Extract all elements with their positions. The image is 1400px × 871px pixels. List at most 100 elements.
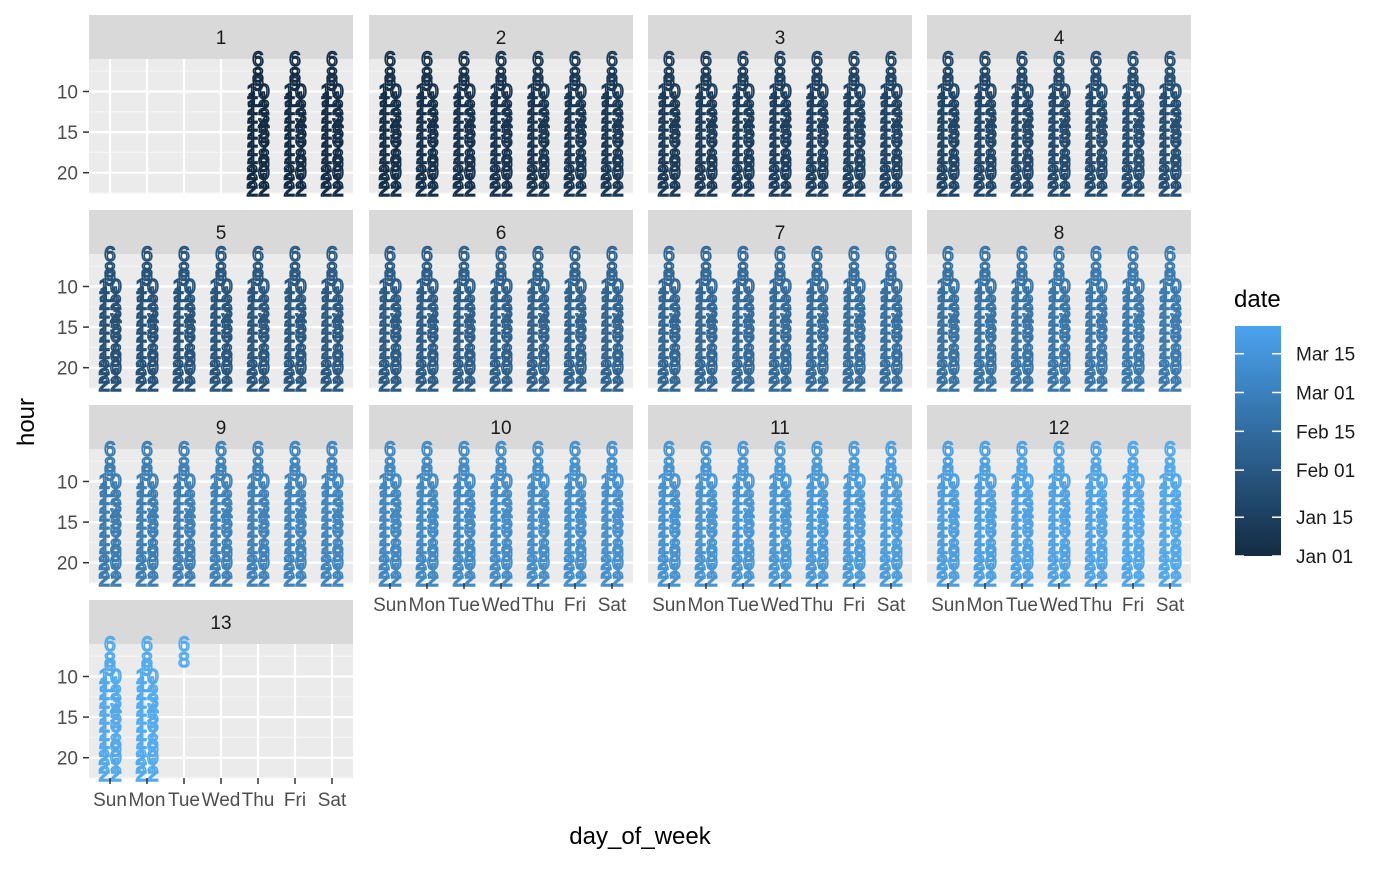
hour-label-mark: 12 bbox=[768, 97, 791, 120]
hour-label-mark: 12 bbox=[172, 292, 195, 315]
hour-label-mark: 14 bbox=[600, 113, 624, 136]
y-tick-label: 20 bbox=[57, 164, 78, 185]
hour-label-mark: 10 bbox=[452, 275, 475, 298]
hour-label-mark: 13 bbox=[973, 105, 996, 128]
hour-label-mark: 9 bbox=[942, 72, 954, 95]
hour-label-mark: 8 bbox=[141, 259, 153, 282]
hour-label-mark: 20 bbox=[135, 357, 158, 380]
hour-label-mark: 12 bbox=[415, 292, 438, 315]
hour-label-mark: 20 bbox=[489, 162, 512, 185]
hour-label-mark: 16 bbox=[805, 129, 828, 152]
hour-label-mark: 8 bbox=[885, 64, 897, 87]
hour-label-mark: 18 bbox=[1047, 145, 1070, 168]
hour-label-mark: 15 bbox=[1047, 121, 1070, 144]
hour-label-mark: 8 bbox=[384, 259, 396, 282]
hour-label-mark: 16 bbox=[563, 129, 586, 152]
hour-label-mark: 17 bbox=[415, 137, 438, 160]
hour-label-mark: 21 bbox=[378, 365, 401, 388]
hour-label-mark: 15 bbox=[209, 316, 232, 339]
hour-label-mark: 22 bbox=[973, 178, 996, 201]
hour-label-mark: 10 bbox=[842, 80, 865, 103]
hour-label-mark: 12 bbox=[694, 97, 717, 120]
hour-label-mark: 6 bbox=[141, 243, 153, 266]
hour-label-mark: 22 bbox=[842, 373, 865, 396]
hour-label-mark: 12 bbox=[936, 97, 959, 120]
x-tick-label: Mon bbox=[688, 595, 725, 616]
hour-label-mark: 6 bbox=[495, 48, 507, 71]
hour-label-mark: 10 bbox=[563, 80, 586, 103]
hour-label-mark: 11 bbox=[173, 284, 195, 307]
facet-panel-week-1: 1689101112131415161718192021226891011121… bbox=[57, 15, 353, 202]
hour-label-mark: 16 bbox=[489, 129, 512, 152]
hour-label-mark: 14 bbox=[283, 308, 307, 331]
x-tick-label: Fri bbox=[1122, 595, 1144, 616]
hour-label-mark: 6 bbox=[215, 243, 227, 266]
hour-label-mark: 16 bbox=[768, 129, 791, 152]
hour-label-mark: 10 bbox=[378, 275, 401, 298]
hour-label-mark: 20 bbox=[1084, 162, 1107, 185]
hour-label-mark: 18 bbox=[1084, 145, 1107, 168]
hour-label-mark: 10 bbox=[320, 275, 343, 298]
hour-label-mark: 22 bbox=[172, 568, 195, 591]
hour-label-mark: 15 bbox=[172, 316, 195, 339]
facet-strip-label: 1 bbox=[216, 28, 227, 49]
hour-label-mark: 22 bbox=[283, 178, 306, 201]
hour-label-mark: 20 bbox=[320, 357, 343, 380]
hour-label-mark: 13 bbox=[415, 300, 438, 323]
hour-label-mark: 19 bbox=[1047, 154, 1070, 177]
hour-label-mark: 12 bbox=[135, 292, 158, 315]
hour-label-mark: 17 bbox=[378, 137, 401, 160]
hour-label-mark: 19 bbox=[246, 154, 269, 177]
hour-label-mark: 17 bbox=[452, 332, 475, 355]
hour-label-mark: 13 bbox=[246, 300, 269, 323]
hour-label-mark: 20 bbox=[1121, 162, 1144, 185]
hour-label-mark: 17 bbox=[973, 137, 996, 160]
hour-label-mark: 22 bbox=[283, 568, 306, 591]
hour-label-mark: 8 bbox=[811, 64, 823, 87]
hour-label-mark: 22 bbox=[768, 178, 791, 201]
hour-label-mark: 21 bbox=[768, 170, 791, 193]
hour-label-mark: 21 bbox=[694, 170, 717, 193]
hour-label-mark: 20 bbox=[98, 357, 121, 380]
hour-label-mark: 20 bbox=[768, 162, 791, 185]
hour-label-mark: 22 bbox=[489, 373, 512, 396]
hour-label-mark: 22 bbox=[320, 568, 343, 591]
hour-label-mark: 9 bbox=[421, 267, 433, 290]
hour-label-mark: 19 bbox=[600, 154, 623, 177]
facet-strip-label: 10 bbox=[490, 418, 511, 439]
hour-label-mark: 16 bbox=[452, 324, 475, 347]
hour-label-mark: 21 bbox=[98, 365, 121, 388]
hour-label-mark: 16 bbox=[657, 129, 680, 152]
hour-label-mark: 14 bbox=[1121, 113, 1145, 136]
hour-label-mark: 11 bbox=[321, 89, 343, 112]
hour-label-mark: 22 bbox=[1084, 178, 1107, 201]
hour-label-mark: 22 bbox=[172, 373, 195, 396]
hour-label-mark: 12 bbox=[246, 292, 269, 315]
hour-label-mark: 13 bbox=[805, 105, 828, 128]
hour-label-mark: 22 bbox=[415, 373, 438, 396]
hour-label-mark: 19 bbox=[1084, 154, 1107, 177]
hour-label-mark: 18 bbox=[563, 145, 586, 168]
hour-label-mark: 13 bbox=[879, 105, 902, 128]
hour-label-mark: 6 bbox=[104, 243, 116, 266]
hour-label-mark: 12 bbox=[246, 97, 269, 120]
x-tick-label: Sun bbox=[652, 595, 686, 616]
y-tick-label: 15 bbox=[57, 513, 78, 534]
hour-label-mark: 18 bbox=[246, 340, 269, 363]
x-tick-label: Wed bbox=[761, 595, 800, 616]
hour-label-mark: 17 bbox=[600, 137, 623, 160]
hour-label-mark: 22 bbox=[283, 373, 306, 396]
legend-label: Mar 01 bbox=[1296, 384, 1355, 405]
hour-label-mark: 10 bbox=[452, 80, 475, 103]
y-tick-label: 10 bbox=[57, 667, 78, 688]
hour-label-mark: 10 bbox=[378, 80, 401, 103]
hour-label-mark: 16 bbox=[694, 129, 717, 152]
hour-label-mark: 16 bbox=[320, 324, 343, 347]
hour-label-mark: 9 bbox=[458, 267, 470, 290]
hour-label-mark: 16 bbox=[246, 129, 269, 152]
hour-label-mark: 19 bbox=[209, 349, 232, 372]
facet-panels: 1689101112131415161718192021226891011121… bbox=[57, 15, 1191, 811]
hour-label-mark: 11 bbox=[99, 284, 121, 307]
hour-label-mark: 14 bbox=[768, 113, 792, 136]
hour-label-mark: 11 bbox=[843, 89, 865, 112]
